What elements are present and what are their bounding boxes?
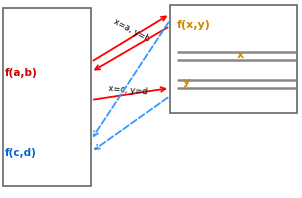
Text: y: y: [183, 77, 190, 87]
Bar: [3, 8, 91, 186]
Text: x: x: [236, 50, 243, 60]
Text: f(a,b): f(a,b): [5, 68, 38, 78]
Text: f(c,d): f(c,d): [5, 148, 37, 158]
Text: f(x,y): f(x,y): [177, 20, 211, 30]
Text: x=c, y=d: x=c, y=d: [108, 84, 148, 96]
Bar: [170, 5, 297, 113]
Text: x=a, y=b: x=a, y=b: [112, 17, 152, 43]
